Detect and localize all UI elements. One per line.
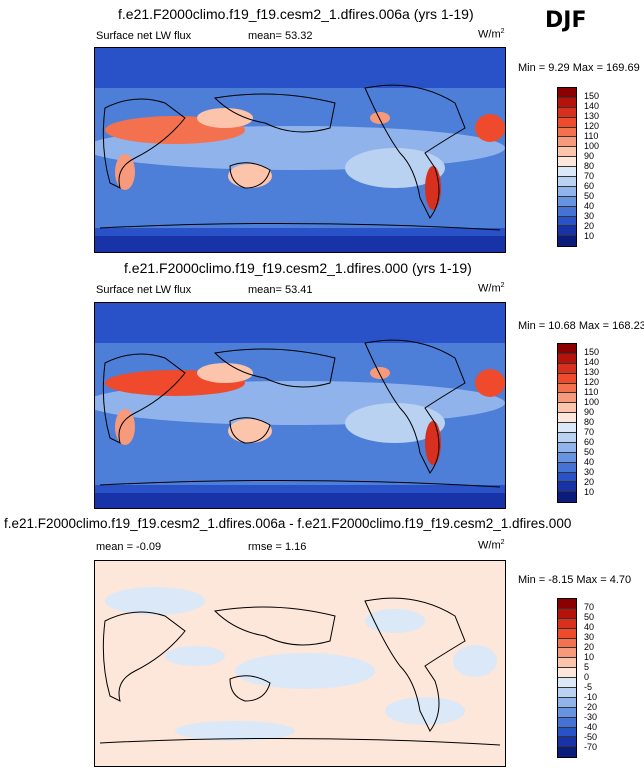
panel-1-tick: 150	[584, 91, 600, 101]
panel-2-tick: 30	[584, 467, 595, 477]
panel-3-units: W/m2	[478, 539, 505, 552]
panel-2-tick: 100	[584, 397, 600, 407]
panel-1-colorbar	[557, 87, 577, 247]
panel-2-map	[94, 302, 506, 509]
panel-3-colorbar	[557, 598, 577, 758]
panel-1-map	[94, 47, 506, 253]
panel-3-minmax: Min = -8.15 Max = 4.70	[518, 574, 632, 586]
panel-2-tick: 20	[584, 477, 595, 487]
panel-3-tick: 50	[584, 612, 595, 622]
panel-1-title: f.e21.F2000climo.f19_f19.cesm2_1.dfires.…	[118, 6, 474, 22]
panel-1-tick: 20	[584, 221, 595, 231]
panel-1-tick: 100	[584, 141, 600, 151]
panel-3-title: f.e21.F2000climo.f19_f19.cesm2_1.dfires.…	[4, 516, 572, 531]
panel-2-tick: 120	[584, 377, 600, 387]
panel-2-tick: 40	[584, 457, 595, 467]
panel-3-tick: -50	[584, 732, 598, 742]
panel-2-minmax: Min = 10.68 Max = 168.23	[518, 320, 644, 332]
panel-1-tick: 40	[584, 201, 595, 211]
panel-3-tick: 30	[584, 632, 595, 642]
panel-3-tick: 10	[584, 652, 595, 662]
panel-3-rmse-label: rmse = 1.16	[248, 541, 307, 553]
season-label: DJF	[545, 8, 587, 33]
panel-2-units: W/m2	[478, 282, 505, 295]
panel-3-tick: -70	[584, 742, 598, 752]
panel-3-tick: -5	[584, 682, 593, 692]
panel-1-units: W/m2	[478, 28, 505, 41]
panel-3-tick: 20	[584, 642, 595, 652]
panel-3-mean-label: mean = -0.09	[96, 541, 162, 553]
panel-1-tick: 120	[584, 121, 600, 131]
panel-2-tick: 10	[584, 487, 595, 497]
panel-2-variable-label: Surface net LW flux	[96, 284, 192, 296]
panel-3-tick: 70	[584, 602, 595, 612]
panel-2-tick: 110	[584, 387, 599, 397]
panel-2-tick: 140	[584, 357, 600, 367]
panel-1-tick: 80	[584, 161, 595, 171]
panel-1-tick: 130	[584, 111, 600, 121]
panel-1-tick: 70	[584, 171, 595, 181]
panel-2-colorbar	[557, 343, 577, 503]
panel-1-tick: 140	[584, 101, 600, 111]
panel-3-map	[94, 560, 506, 767]
panel-1-minmax: Min = 9.29 Max = 169.69	[518, 62, 640, 74]
panel-3-tick: 0	[584, 672, 590, 682]
panel-2-tick: 50	[584, 447, 595, 457]
panel-3-tick: -20	[584, 702, 598, 712]
panel-1-tick: 60	[584, 181, 595, 191]
panel-1-tick: 90	[584, 151, 595, 161]
panel-1-tick: 10	[584, 231, 595, 241]
panel-1-tick: 30	[584, 211, 595, 221]
panel-2-title: f.e21.F2000climo.f19_f19.cesm2_1.dfires.…	[124, 260, 472, 276]
panel-3-tick: -10	[584, 692, 598, 702]
panel-2-tick: 150	[584, 347, 600, 357]
panel-1-tick: 110	[584, 131, 599, 141]
panel-2-tick: 130	[584, 367, 600, 377]
panel-2-tick: 90	[584, 407, 595, 417]
panel-2-tick: 70	[584, 427, 595, 437]
panel-1-tick: 50	[584, 191, 595, 201]
panel-2-tick: 60	[584, 437, 595, 447]
panel-3-tick: -30	[584, 712, 598, 722]
panel-1-mean-label: mean= 53.32	[248, 30, 313, 42]
panel-2-tick: 80	[584, 417, 595, 427]
panel-2-mean-label: mean= 53.41	[248, 284, 313, 296]
panel-1-variable-label: Surface net LW flux	[96, 30, 192, 42]
panel-3-tick: 5	[584, 662, 590, 672]
panel-3-tick: 40	[584, 622, 595, 632]
panel-3-tick: -40	[584, 722, 598, 732]
